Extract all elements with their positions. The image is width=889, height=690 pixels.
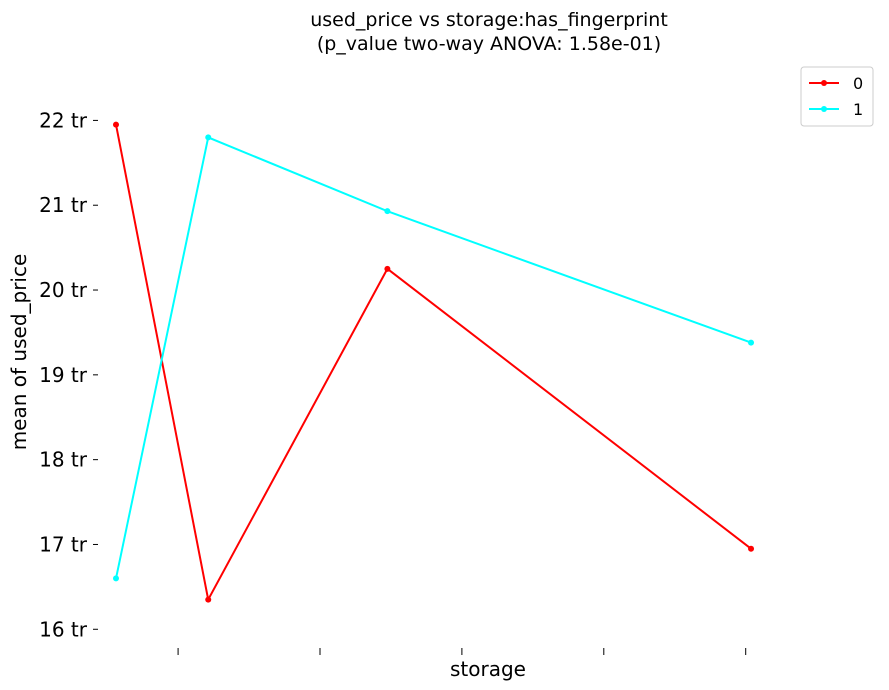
y-axis-ticks: 16 tr 17 tr 18 tr 19 tr 20 tr 21 tr 22 tr (39, 108, 98, 641)
chart-title-line2: (p_value two-way ANOVA: 1.58e-01) (317, 33, 661, 55)
series-0-point (748, 545, 755, 552)
series-1-point (205, 134, 212, 141)
series-0-line (115, 124, 752, 603)
y-tick-label: 22 tr (39, 108, 88, 132)
series-layer (113, 121, 755, 603)
y-axis-label: mean of used_price (7, 254, 31, 451)
series-0-point (384, 265, 391, 272)
legend-label-1: 1 (853, 100, 863, 119)
x-axis-ticks (177, 648, 747, 655)
y-tick-label: 17 tr (39, 532, 88, 556)
y-tick-label: 19 tr (39, 363, 88, 387)
legend: 01 (800, 66, 874, 127)
legend-marker-0 (821, 80, 827, 86)
legend-marker-1 (821, 106, 827, 112)
series-0-point (113, 121, 119, 128)
x-axis-label: storage (450, 657, 526, 681)
y-tick-label: 20 tr (39, 278, 88, 302)
y-tick-label: 18 tr (39, 448, 88, 472)
series-1-point (748, 339, 755, 346)
series-0-point (205, 596, 212, 603)
legend-label-0: 0 (853, 74, 863, 93)
y-tick-label: 21 tr (39, 193, 88, 217)
y-tick-label: 16 tr (39, 617, 88, 641)
series-1-line (115, 136, 752, 579)
legend-frame (800, 66, 874, 127)
chart-title-line1: used_price vs storage:has_fingerprint (310, 9, 668, 31)
series-1-point (384, 208, 391, 215)
series-1-point (113, 575, 119, 582)
